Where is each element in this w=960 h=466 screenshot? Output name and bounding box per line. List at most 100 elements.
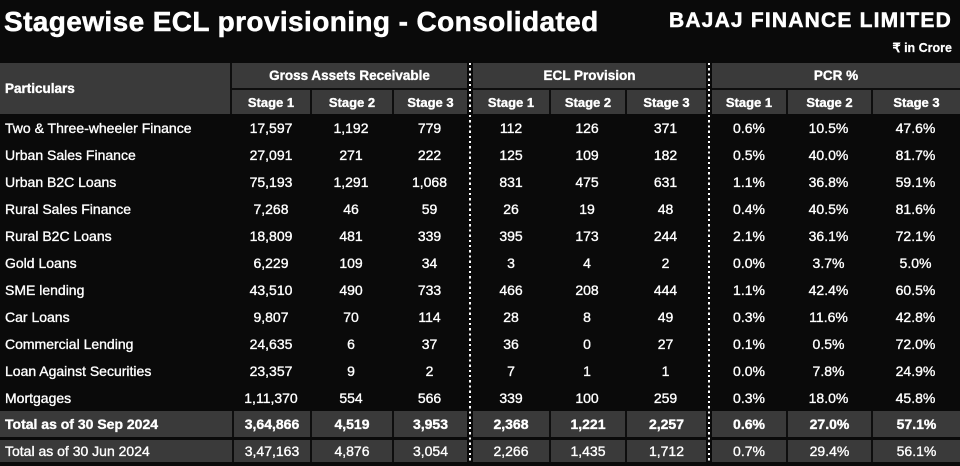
cell-gross-stage1: 75,193	[249, 173, 293, 190]
cell-pcr-stage1: 0.3%	[733, 308, 765, 325]
cell-gross-stage2: 9	[347, 362, 355, 379]
cell-ecl-stage3: 1,712	[625, 440, 706, 462]
cell-ecl-stage2: 208	[575, 281, 599, 298]
cell-gross-stage1: 9,807	[253, 308, 289, 325]
cell-ecl-stage1: 2,368	[473, 411, 549, 437]
cell-gross-stage1: 18,809	[249, 227, 293, 244]
group-header-ecl-provision: ECL Provision	[473, 63, 706, 88]
cell-ecl-stage3: 2,257	[625, 411, 706, 437]
cell-ecl-stage2: 0	[583, 335, 591, 352]
cell-pcr-stage3: 56.1%	[871, 440, 960, 462]
group-header-gross-assets: Gross Assets Receivable	[232, 63, 467, 88]
cell-ecl-stage1: 36	[503, 335, 519, 352]
cell-ecl-stage1: 3	[507, 254, 515, 271]
table-row: Commercial Lending 24,635 6 37 36 0 27 0…	[0, 330, 960, 357]
cell-gross-stage3: 34	[421, 254, 438, 271]
cell-pcr-stage3: 47.6%	[895, 119, 936, 136]
cell-ecl-stage2: 1,435	[549, 440, 625, 462]
cell-pcr-stage1: 2.1%	[733, 227, 765, 244]
row-label: Gold Loans	[5, 254, 77, 271]
table-row: Rural B2C Loans 18,809 481 339 395 173 2…	[0, 222, 960, 249]
row-label: Two & Three-wheeler Finance	[5, 119, 192, 136]
cell-ecl-stage1: 125	[499, 146, 523, 163]
column-header-gross-stage2: Stage 2	[310, 88, 392, 114]
topbar: Stagewise ECL provisioning - Consolidate…	[0, 0, 960, 38]
cell-gross-stage2: 109	[339, 254, 363, 271]
cell-gross-stage3: 779	[417, 119, 442, 136]
cell-ecl-stage3: 244	[653, 227, 678, 244]
cell-ecl-stage3: 371	[653, 119, 678, 136]
cell-pcr-stage3: 42.8%	[895, 308, 936, 325]
cell-pcr-stage3: 81.7%	[895, 146, 936, 163]
cell-pcr-stage1: 0.0%	[733, 254, 765, 271]
cell-gross-stage2: 1,192	[333, 119, 369, 136]
cell-gross-stage2: 4,876	[310, 440, 392, 462]
cell-gross-stage3: 2	[425, 362, 434, 379]
cell-ecl-stage1: 339	[499, 389, 523, 406]
table-totals: Total as of 30 Sep 2024 3,64,866 4,519 3…	[0, 411, 960, 462]
cell-gross-stage1: 43,510	[249, 281, 293, 298]
row-label: Rural Sales Finance	[5, 200, 132, 217]
cell-gross-stage3: 37	[421, 335, 438, 352]
cell-pcr-stage2: 18.0%	[808, 389, 849, 406]
row-label: Car Loans	[5, 308, 70, 325]
cell-ecl-stage2: 1	[583, 362, 591, 379]
column-header-pcr-stage2: Stage 2	[786, 88, 871, 114]
row-label: Urban B2C Loans	[5, 173, 117, 190]
cell-pcr-stage2: 29.4%	[786, 440, 871, 462]
cell-ecl-stage1: 28	[503, 308, 519, 325]
cell-ecl-stage1: 26	[503, 200, 519, 217]
column-header-ecl-stage2: Stage 2	[549, 88, 625, 114]
cell-pcr-stage1: 0.4%	[733, 200, 765, 217]
cell-ecl-stage3: 631	[653, 173, 678, 190]
cell-gross-stage2: 481	[339, 227, 363, 244]
cell-pcr-stage3: 5.0%	[899, 254, 932, 271]
cell-pcr-stage3: 59.1%	[895, 173, 936, 190]
cell-gross-stage3: 222	[417, 146, 442, 163]
cell-ecl-stage3: 444	[653, 281, 678, 298]
cell-ecl-stage3: 2	[661, 254, 670, 271]
row-label: Mortgages	[5, 389, 72, 406]
cell-pcr-stage3: 24.9%	[895, 362, 936, 379]
cell-ecl-stage2: 4	[583, 254, 591, 271]
cell-pcr-stage1: 0.5%	[733, 146, 765, 163]
cell-gross-stage2: 4,519	[310, 411, 392, 437]
cell-gross-stage3: 566	[417, 389, 442, 406]
cell-pcr-stage3: 81.6%	[895, 200, 936, 217]
cell-ecl-stage2: 19	[579, 200, 595, 217]
row-label: Commercial Lending	[5, 335, 134, 352]
cell-pcr-stage3: 57.1%	[871, 411, 960, 437]
cell-gross-stage2: 271	[339, 146, 363, 163]
column-header-ecl-stage3: Stage 3	[625, 88, 706, 114]
cell-ecl-stage2: 126	[575, 119, 599, 136]
cell-ecl-stage1: 466	[499, 281, 523, 298]
cell-gross-stage1: 1,11,370	[244, 389, 298, 406]
cell-gross-stage2: 6	[347, 335, 355, 352]
cell-gross-stage1: 6,229	[253, 254, 289, 271]
table-row: Urban B2C Loans 75,193 1,291 1,068 831 4…	[0, 168, 960, 195]
table-row: Urban Sales Finance 27,091 271 222 125 1…	[0, 141, 960, 168]
cell-pcr-stage3: 60.5%	[895, 281, 936, 298]
row-label: SME lending	[5, 281, 85, 298]
cell-pcr-stage2: 11.6%	[809, 308, 848, 325]
cell-gross-stage1: 23,357	[249, 362, 293, 379]
cell-pcr-stage2: 10.5%	[808, 119, 849, 136]
cell-gross-stage1: 7,268	[253, 200, 289, 217]
row-label: Rural B2C Loans	[5, 227, 112, 244]
cell-ecl-stage1: 395	[499, 227, 523, 244]
cell-pcr-stage1: 0.7%	[712, 440, 786, 462]
cell-ecl-stage1: 831	[499, 173, 523, 190]
dotted-divider-ecl-pcr	[708, 63, 710, 462]
cell-pcr-stage1: 1.1%	[733, 173, 765, 190]
row-label: Loan Against Securities	[5, 362, 152, 379]
group-header-pcr: PCR %	[712, 63, 960, 88]
cell-gross-stage3: 3,054	[392, 440, 467, 462]
column-header-gross-stage1: Stage 1	[232, 88, 310, 114]
table-row: Two & Three-wheeler Finance 17,597 1,192…	[0, 114, 960, 141]
brand-name: BAJAJ FINANCE LIMITED	[668, 9, 952, 33]
unit-note: ₹ in Crore	[892, 41, 953, 55]
cell-ecl-stage3: 49	[657, 308, 674, 325]
cell-pcr-stage3: 72.1%	[895, 227, 936, 244]
cell-gross-stage1: 3,47,163	[232, 440, 310, 462]
cell-pcr-stage2: 36.8%	[808, 173, 849, 190]
